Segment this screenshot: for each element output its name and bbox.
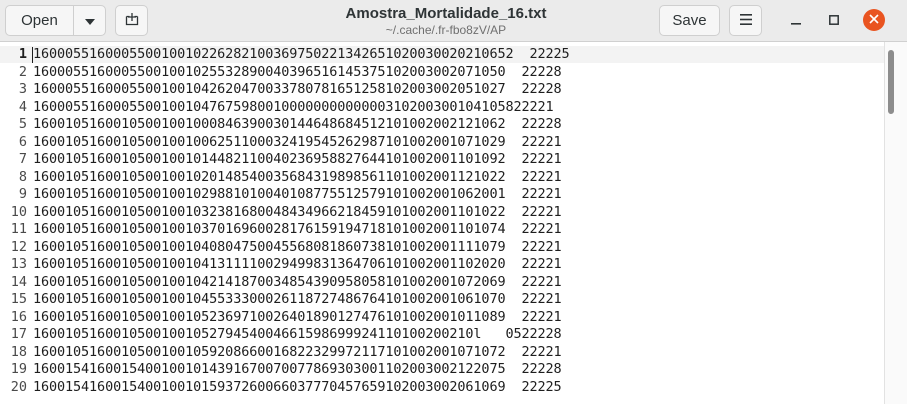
line-number: 3 [18,81,27,97]
line-text[interactable]: 1600154160015400100101439167007007786930… [33,361,562,377]
line-text[interactable]: 1600105160010500100105920866001682232997… [33,343,562,360]
editor-line[interactable]: 16 16001051600105001001052369710026401890… [0,309,884,327]
close-icon [869,11,879,29]
editor-line[interactable]: 8 160010516001050010010201485400356843198… [0,169,884,187]
current-line-highlight [0,46,884,63]
editor-line[interactable]: 3 160005516000550010010426204700337807816… [0,81,884,99]
editor-line[interactable]: 17 16001051600105001001052794540046615986… [0,326,884,344]
line-text[interactable]: 1600105160010500100104214187003485439095… [33,273,562,290]
line-text[interactable]: 1600105160010500100101448211004023695882… [33,151,562,167]
open-button-label: Open [21,12,58,29]
minimize-icon [791,12,801,30]
open-button[interactable]: Open [5,5,74,36]
line-number: 5 [18,116,27,132]
line-number: 13 [10,256,27,272]
line-text[interactable]: 1600105160010500100104080475004556808186… [33,238,562,255]
editor-line[interactable]: 14 16001051600105001001042141870034854390… [0,274,884,292]
save-button[interactable]: Save [659,5,720,36]
editor-line[interactable]: 6 160010516001050010010062511000324195452… [0,134,884,152]
line-number: 6 [18,133,27,150]
line-number: 20 [10,378,27,395]
line-text[interactable]: 1600105160010500100100625110003241954526… [33,133,562,150]
editor-line[interactable]: 2 160005516000550010010255328900403965161… [0,64,884,82]
line-text[interactable]: 1600055160005500100102262821003697502213… [33,46,570,62]
new-tab-icon [125,12,139,30]
main-menu-button[interactable] [729,5,762,36]
editor-lines[interactable]: 1 160005516000550010010226282100369750221… [0,46,884,396]
editor-line[interactable]: 18 16001051600105001001059208660016822329… [0,344,884,362]
line-number: 1 [18,46,27,62]
line-text[interactable]: 1600105160010500100100084639003014464868… [33,116,562,132]
vertical-scrollbar[interactable] [884,42,907,404]
editor-line[interactable]: 11 16001051600105001001037016960028176159… [0,221,884,239]
hamburger-menu-icon [739,12,752,29]
line-number: 10 [10,203,27,220]
editor-line[interactable]: 19 16001541600154001001014391670070077869… [0,361,884,379]
line-number: 15 [10,291,27,307]
line-number-gutter [0,42,31,404]
line-text[interactable]: 1600105160010500100103701696002817615919… [33,221,562,237]
editor-line[interactable]: 9 160010516001050010010298810100401087755… [0,186,884,204]
line-number: 19 [10,361,27,377]
line-text[interactable]: 1600105160010500100103238168004843496621… [33,203,562,220]
line-number: 4 [18,98,27,115]
scrollbar-thumb[interactable] [888,50,894,114]
minimize-button[interactable] [785,10,807,32]
open-menu-button[interactable] [73,5,106,36]
editor-line[interactable]: 13 16001051600105001001041311110029499831… [0,256,884,274]
text-editor-area[interactable]: 1 160005516000550010010226282100369750221… [0,42,907,404]
header-bar: Open Amostra_Mortalidade_16.txt ~/.cache… [0,0,907,42]
editor-line[interactable]: 10 16001051600105001001032381680048434966… [0,204,884,222]
line-number: 8 [18,168,27,185]
text-cursor [32,47,33,63]
line-text[interactable]: 1600105160010500100104131111002949983136… [33,256,562,272]
line-number: 14 [10,273,27,290]
editor-line[interactable]: 5 160010516001050010010008463900301446486… [0,116,884,134]
line-text[interactable]: 1600055160005500100102553289004039651614… [33,63,562,80]
line-number: 11 [10,221,27,237]
editor-line[interactable]: 12 16001051600105001001040804750045568081… [0,239,884,257]
new-tab-button[interactable] [115,5,148,36]
window-title-area: Amostra_Mortalidade_16.txt ~/.cache/.fr-… [300,4,592,38]
line-text[interactable]: 1600105160010500100102014854003568431989… [33,168,562,185]
close-button[interactable] [863,9,885,31]
line-text[interactable]: 1600105160010500100105236971002640189012… [33,308,562,325]
line-number: 2 [18,63,27,80]
editor-line[interactable]: 20 16001541600154001001015937260066037770… [0,379,884,397]
maximize-icon [829,12,839,30]
chevron-down-icon [84,12,95,29]
editor-line[interactable]: 1 160005516000550010010226282100369750221… [0,46,884,64]
line-number: 16 [10,308,27,325]
editor-line[interactable]: 7 160010516001050010010144821100402369588… [0,151,884,169]
line-text[interactable]: 1600055160005500100104767598001000000000… [33,98,554,115]
window-subtitle: ~/.cache/.fr-fbo8zV/AP [385,23,507,37]
line-text[interactable]: 1600105160010500100104553330002611872748… [33,291,562,307]
line-text[interactable]: 1600154160015400100101593726006603777045… [33,378,562,395]
line-text[interactable]: 1600105160010500100105279454004661598699… [33,326,562,342]
line-number: 17 [10,326,27,342]
line-text[interactable]: 1600105160010500100102988101004010877551… [33,186,562,202]
editor-line[interactable]: 4 160005516000550010010476759800100000000… [0,99,884,117]
line-number: 7 [18,151,27,167]
line-text[interactable]: 1600055160005500100104262047003378078165… [33,81,562,97]
line-number: 18 [10,343,27,360]
editor-line[interactable]: 15 16001051600105001001045533300026118727… [0,291,884,309]
line-number: 12 [10,238,27,255]
maximize-button[interactable] [823,10,845,32]
window-title: Amostra_Mortalidade_16.txt [345,5,547,22]
save-button-label: Save [672,12,707,29]
line-number: 9 [18,186,27,202]
